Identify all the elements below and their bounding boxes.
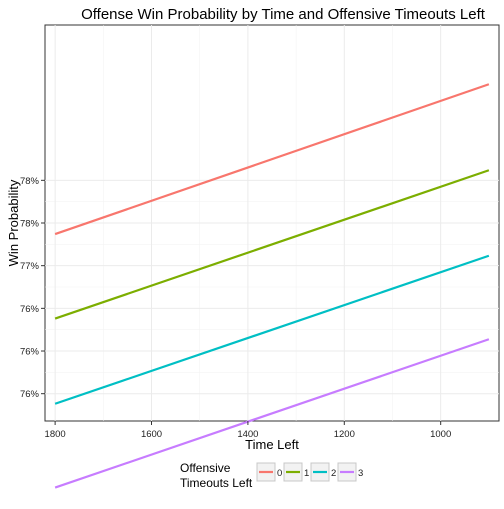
legend-item-0: 0: [256, 462, 282, 482]
legend-item-3: 3: [337, 462, 363, 482]
x-tick-label: 1400: [237, 429, 258, 440]
y-axis: 76% 76% 76% 77% 78% 78%: [20, 176, 45, 400]
chart-title: Offense Win Probability by Time and Offe…: [81, 6, 486, 23]
legend-item-2: 2: [310, 462, 336, 482]
legend-label: 3: [358, 468, 363, 479]
y-tick-label: 76%: [20, 304, 40, 315]
y-tick-label: 78%: [20, 176, 40, 187]
legend-title-line-2: Timeouts Left: [180, 476, 253, 490]
series-line-0: [54, 83, 490, 236]
legend-label: 0: [277, 468, 282, 479]
x-axis: 1800 1600 1400 1200 1000: [45, 421, 451, 440]
y-tick-label: 76%: [20, 347, 40, 358]
legend-label: 2: [331, 468, 336, 479]
grid-layer: [45, 25, 499, 421]
y-tick-label: 76%: [20, 389, 40, 400]
y-tick-label: 78%: [20, 219, 40, 230]
legend-item-1: 1: [283, 462, 309, 482]
series-line-2: [54, 254, 490, 405]
series-line-3: [54, 338, 490, 489]
x-tick-label: 1200: [334, 429, 355, 440]
y-axis-label: Win Probability: [6, 179, 21, 266]
y-tick-label: 77%: [20, 261, 40, 272]
x-tick-label: 1000: [430, 429, 451, 440]
legend: Offensive Timeouts Left 0 1 2 3: [180, 461, 363, 490]
x-tick-label: 1600: [141, 429, 162, 440]
series-layer: [54, 83, 490, 489]
x-axis-label: Time Left: [245, 437, 299, 452]
x-tick-label: 1800: [45, 429, 66, 440]
legend-label: 1: [304, 468, 309, 479]
legend-title-line-1: Offensive: [180, 461, 231, 475]
plot-area: [44, 24, 500, 489]
series-line-1: [54, 169, 490, 320]
legend-items: 0 1 2 3: [256, 462, 363, 482]
